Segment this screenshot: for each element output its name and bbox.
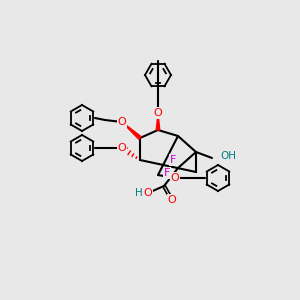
Text: H: H bbox=[135, 188, 143, 198]
Polygon shape bbox=[122, 122, 141, 139]
Text: F: F bbox=[164, 168, 170, 178]
Text: O: O bbox=[144, 188, 152, 198]
Text: O: O bbox=[171, 173, 179, 183]
Text: O: O bbox=[118, 143, 126, 153]
Text: O: O bbox=[118, 117, 126, 127]
Text: O: O bbox=[168, 195, 176, 205]
Text: OH: OH bbox=[220, 151, 236, 161]
Text: O: O bbox=[154, 108, 162, 118]
Polygon shape bbox=[156, 113, 160, 130]
Text: F: F bbox=[170, 155, 176, 165]
